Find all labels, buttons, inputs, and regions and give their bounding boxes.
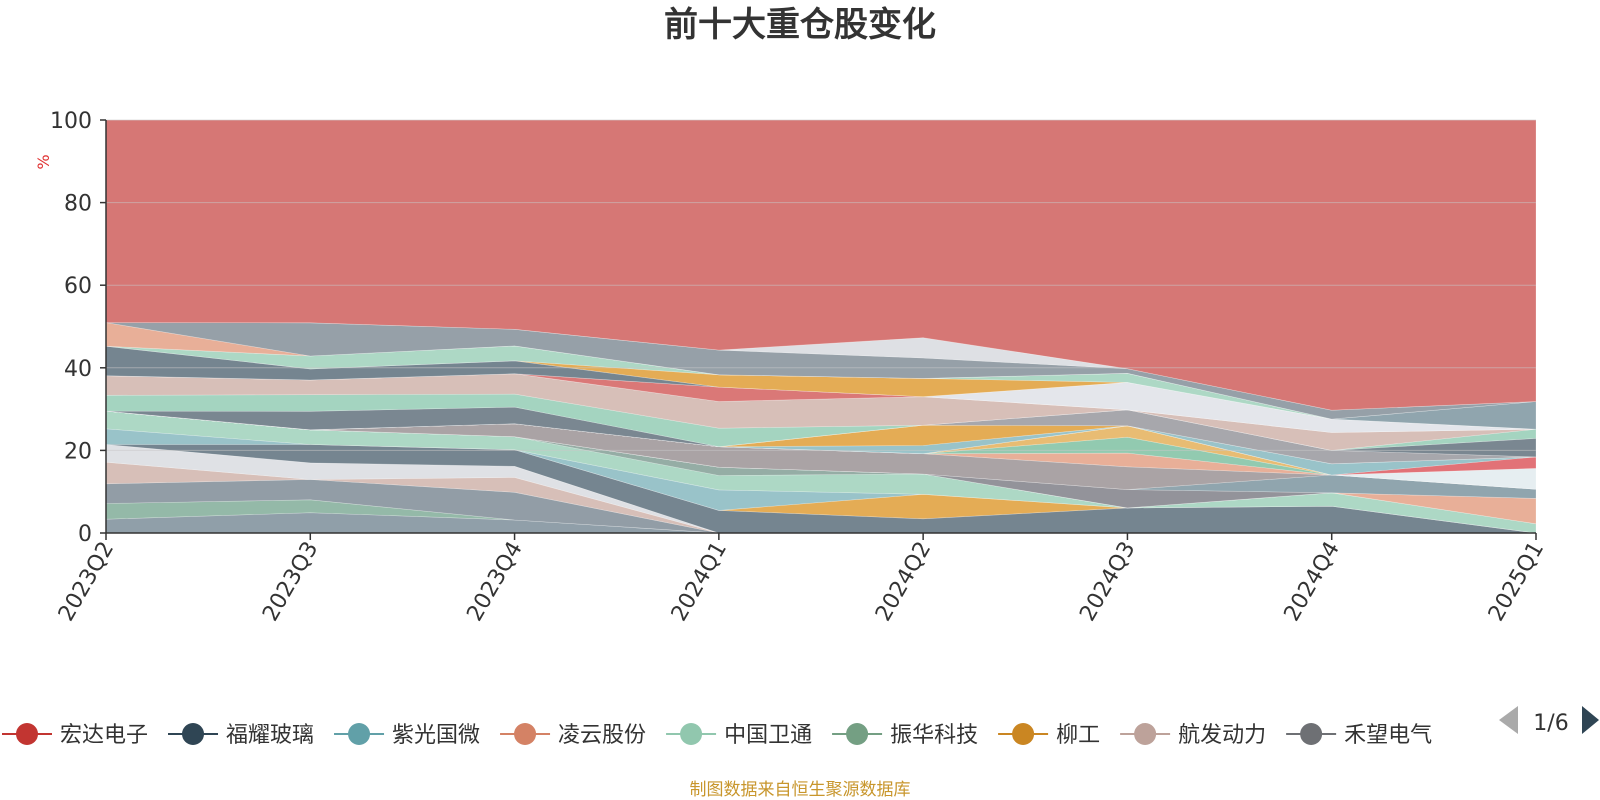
legend-item-1[interactable]: 福耀玻璃 [168, 723, 314, 748]
legend-item-5[interactable]: 振华科技 [832, 723, 978, 748]
legend-item-3[interactable]: 凌云股份 [500, 723, 646, 748]
x-tick-label-2: 2023Q4 [462, 538, 527, 626]
y-tick-label-0: 0 [78, 522, 92, 547]
legend-label: 中国卫通 [724, 723, 812, 748]
y-tick-label-1: 20 [64, 439, 92, 464]
legend-label: 紫光国微 [392, 723, 480, 748]
legend-marker-icon [182, 723, 205, 745]
legend-item-2[interactable]: 紫光国微 [334, 723, 480, 748]
legend-label: 柳工 [1056, 723, 1100, 748]
legend-label: 凌云股份 [558, 723, 646, 748]
legend-label: 福耀玻璃 [226, 723, 314, 748]
legend-marker-icon [16, 723, 38, 745]
area-series-23 [105, 393, 1537, 451]
x-tick-label-3: 2024Q1 [667, 538, 732, 626]
x-tick-label-5: 2024Q3 [1075, 538, 1140, 626]
legend-label: 振华科技 [890, 723, 978, 748]
legend-marker-icon [680, 723, 703, 745]
legend-item-6[interactable]: 柳工 [998, 723, 1100, 748]
area-series-31 [105, 345, 1537, 430]
legend-marker-icon [1134, 723, 1157, 745]
grid-lines [106, 119, 1536, 451]
legend-item-8[interactable]: 禾望电气 [1286, 723, 1432, 748]
y-tick-label-2: 40 [64, 357, 92, 382]
legend-prev-page-icon[interactable] [1499, 706, 1518, 734]
legend-marker-icon [348, 723, 371, 745]
legend-next-page-icon[interactable] [1582, 706, 1599, 734]
y-tick-label-4: 80 [64, 192, 92, 217]
x-tick-label-1: 2023Q3 [258, 538, 323, 626]
x-tick-label-4: 2024Q2 [871, 538, 936, 626]
legend-item-4[interactable]: 中国卫通 [666, 723, 812, 748]
legend-marker-icon [846, 723, 869, 745]
legend-marker-icon [1300, 723, 1323, 745]
y-tick-label-5: 100 [50, 109, 92, 134]
x-tick-label-6: 2024Q4 [1280, 538, 1345, 626]
legend-items: 宏达电子 福耀玻璃 紫光国微 凌云股份 中国卫通 振华科技 柳工 航发动力 禾望电气 [2, 723, 1432, 748]
legend-label: 宏达电子 [60, 723, 148, 748]
stacked-area-series [105, 119, 1537, 534]
x-tick-label-7: 2025Q1 [1484, 538, 1549, 626]
y-axis-unit-label: % [34, 154, 53, 169]
legend-marker-icon [1012, 723, 1035, 745]
legend-label: 禾望电气 [1344, 723, 1432, 748]
data-source-note: 制图数据来自恒生聚源数据库 [690, 780, 911, 800]
legend-page-indicator: 1/6 [1533, 711, 1568, 736]
legend-marker-icon [514, 723, 537, 745]
legend-label: 航发动力 [1178, 723, 1266, 748]
legend: 宏达电子 福耀玻璃 紫光国微 凌云股份 中国卫通 振华科技 柳工 航发动力 禾望电气 1/6 [2, 706, 1599, 748]
legend-item-0[interactable]: 宏达电子 [2, 723, 148, 748]
x-tick-label-0: 2023Q2 [54, 538, 119, 626]
y-tick-label-3: 60 [64, 274, 92, 299]
legend-item-7[interactable]: 航发动力 [1120, 723, 1266, 748]
chart-title: 前十大重仓股变化 [664, 5, 936, 45]
